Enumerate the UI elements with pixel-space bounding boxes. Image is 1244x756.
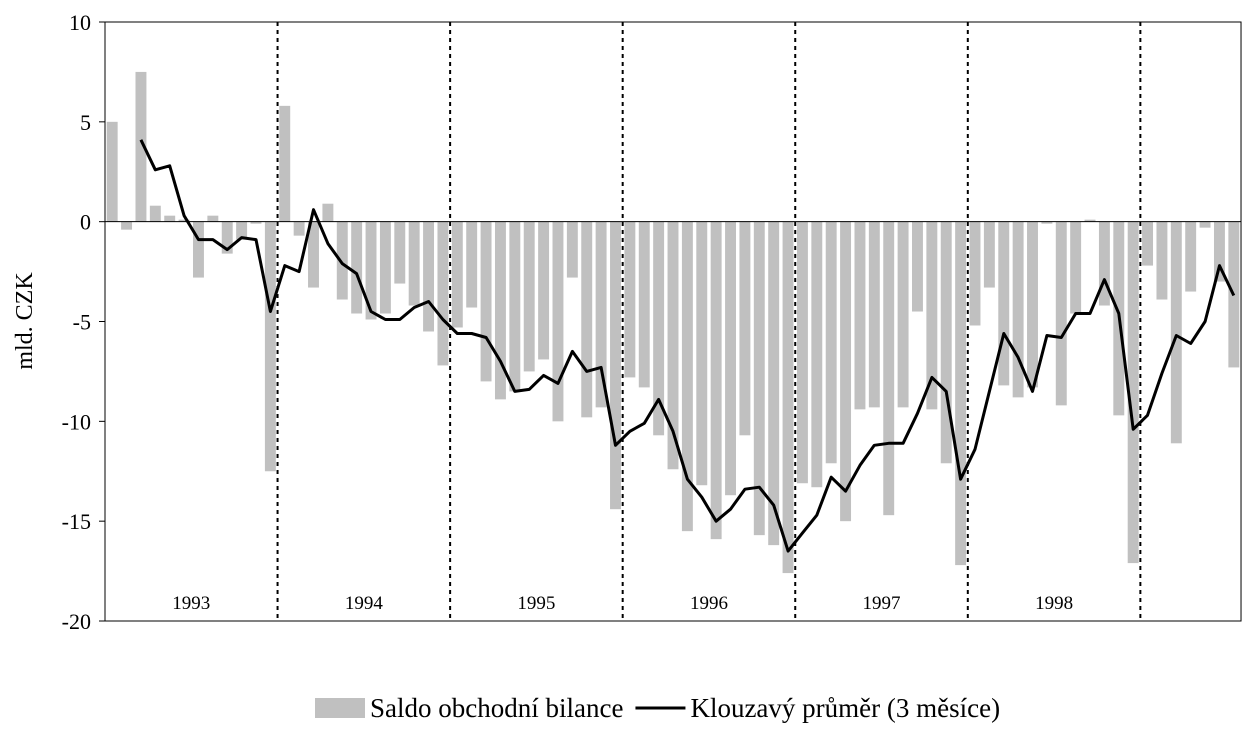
bar	[1041, 221, 1053, 224]
bar	[1027, 221, 1038, 388]
bar	[451, 221, 463, 328]
bar	[768, 221, 780, 546]
bar	[538, 221, 550, 360]
bar	[653, 221, 665, 436]
bar	[423, 221, 435, 332]
bar	[466, 221, 478, 308]
bar	[394, 221, 406, 284]
bar	[149, 205, 161, 222]
bar	[236, 221, 248, 240]
year-label: 1998	[1035, 593, 1073, 614]
bar	[811, 221, 823, 488]
bar	[595, 221, 607, 408]
bar	[825, 221, 837, 464]
bar	[581, 221, 593, 418]
bar	[782, 221, 794, 574]
bar	[753, 221, 765, 536]
bar	[667, 221, 679, 470]
bar	[1199, 221, 1211, 228]
bar	[912, 221, 923, 312]
year-label: 1996	[690, 593, 728, 614]
bar	[624, 221, 636, 378]
bar	[696, 221, 708, 486]
bar	[293, 221, 305, 236]
bar	[940, 221, 952, 464]
bar	[926, 221, 938, 410]
bar	[480, 221, 492, 382]
bar	[365, 221, 377, 320]
bar	[308, 221, 319, 288]
bar	[408, 221, 420, 306]
y-tick-label: 0	[80, 210, 91, 235]
bar	[840, 221, 852, 522]
bar	[1170, 221, 1182, 444]
bar	[178, 219, 190, 222]
bar	[336, 221, 348, 300]
bar	[710, 221, 722, 540]
legend-label: Klouzavý průměr (3 měsíce)	[690, 693, 1000, 723]
bar	[1084, 219, 1096, 222]
bar	[883, 221, 895, 516]
line-series	[139, 139, 1236, 553]
bar	[379, 221, 391, 314]
bar	[106, 121, 118, 222]
year-label: 1997	[863, 593, 901, 614]
bar	[552, 221, 564, 422]
y-tick-label: 5	[80, 110, 91, 135]
y-tick-label: -5	[73, 310, 91, 335]
bar	[725, 221, 736, 496]
bar	[897, 221, 909, 408]
bar	[135, 71, 147, 222]
bar	[121, 221, 133, 230]
bar	[1055, 221, 1067, 406]
y-tick-label: 10	[69, 10, 91, 35]
bar	[322, 203, 334, 222]
bar	[279, 105, 291, 222]
bar	[437, 221, 449, 366]
bar	[610, 221, 621, 510]
year-label: 1993	[172, 593, 210, 614]
legend-label: Saldo obchodní bilance	[370, 693, 623, 723]
bar	[1127, 221, 1139, 564]
y-tick-label: -20	[62, 609, 91, 634]
y-tick-label: -10	[62, 409, 91, 434]
bar	[1070, 221, 1082, 314]
y-tick-label: -15	[62, 509, 91, 534]
bar	[164, 215, 176, 222]
bar	[1142, 221, 1154, 266]
bar	[1098, 221, 1110, 306]
bar	[1156, 221, 1168, 300]
year-label: 1995	[517, 593, 555, 614]
bar	[494, 221, 506, 400]
bar	[681, 221, 693, 532]
bar	[351, 221, 363, 314]
bar	[955, 221, 967, 566]
bar	[998, 221, 1010, 386]
bar	[221, 221, 233, 254]
y-axis-label: mld. CZK	[12, 272, 38, 370]
bar	[1213, 221, 1225, 282]
bar	[509, 221, 521, 392]
bar	[566, 221, 578, 278]
bar	[796, 221, 808, 484]
bar	[523, 221, 535, 372]
bar	[193, 221, 204, 278]
bar	[854, 221, 866, 410]
bar	[739, 221, 751, 436]
bar	[638, 221, 650, 388]
legend-swatch	[315, 698, 365, 718]
bar	[1185, 221, 1197, 292]
year-label: 1994	[345, 593, 384, 614]
bar	[264, 221, 276, 472]
bar	[868, 221, 880, 408]
bar	[983, 221, 995, 288]
bar	[969, 221, 981, 326]
bar	[250, 221, 262, 224]
bar	[1012, 221, 1024, 398]
bar	[207, 215, 219, 222]
